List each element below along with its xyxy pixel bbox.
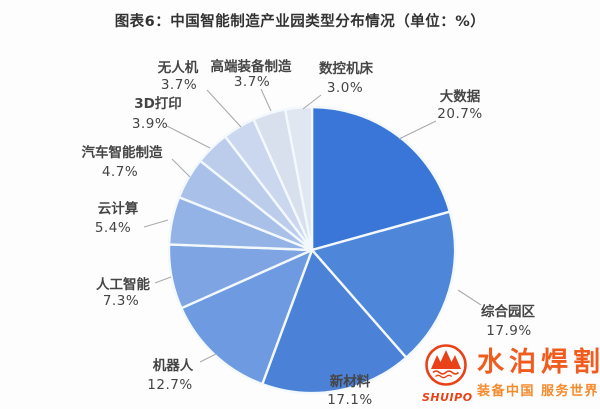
slice-value: 3.0% [326, 80, 364, 96]
slice-label: 新材料 [329, 374, 371, 390]
leader-line [260, 88, 272, 112]
pie-slice-0 [310, 105, 451, 252]
watermark-brand-text: 水泊焊割 [477, 347, 600, 378]
leader-line [143, 219, 169, 228]
leader-line [171, 158, 191, 178]
slice-label: 3D打印 [134, 96, 182, 112]
slice-value: 20.7% [437, 106, 483, 122]
slice-label: 综合园区 [481, 304, 535, 320]
shuipo-latin-text: SHUIPO [422, 391, 473, 404]
slice-label: 大数据 [439, 89, 481, 105]
slice-label: 云计算 [97, 201, 139, 217]
watermark: SHUIPO 水泊焊割 装备中国 服务世界 [422, 343, 600, 404]
leader-line [206, 89, 242, 128]
slice-label: 数控机床 [319, 61, 373, 77]
slice-value: 7.3% [102, 293, 140, 309]
leader-line [302, 94, 322, 110]
slice-value: 17.1% [327, 392, 373, 408]
leader-line [199, 353, 217, 363]
slice-value: 4.7% [101, 164, 139, 180]
slice-value: 3.7% [233, 74, 271, 90]
slice-value: 3.9% [131, 116, 169, 132]
slice-label: 人工智能 [96, 277, 150, 293]
chart-title: 图表6：中国智能制造产业园类型分布情况（单位：%） [114, 14, 486, 30]
watermark-slogan-text: 装备中国 服务世界 [477, 384, 600, 400]
slice-label: 汽车智能制造 [81, 145, 163, 161]
leader-line [166, 125, 211, 149]
slice-label: 机器人 [152, 358, 194, 374]
slice-value: 3.7% [160, 77, 198, 93]
shuipo-logo-icon: SHUIPO [422, 343, 473, 404]
slice-value: 5.4% [94, 220, 132, 236]
slice-label: 高端装备制造 [210, 59, 292, 75]
slice-label: 无人机 [157, 60, 199, 76]
pie-slice-1 [310, 210, 457, 359]
slice-value: 17.9% [486, 323, 532, 339]
slice-value: 12.7% [147, 377, 193, 393]
pie-slice-10 [284, 105, 314, 252]
leader-line [457, 289, 482, 306]
pie-slice-2 [261, 248, 408, 395]
leader-line [398, 120, 437, 140]
leader-line [154, 276, 172, 284]
